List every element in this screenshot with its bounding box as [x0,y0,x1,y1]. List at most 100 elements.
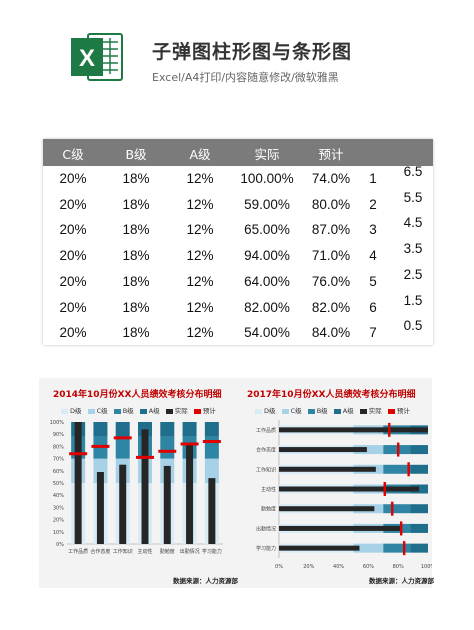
table-cell-b: 18% [122,248,150,264]
table-cell-y: 2.5 [403,266,423,282]
legend-c: C级 [290,407,302,415]
col-header-b: B级 [125,147,147,162]
y-tick-label: 0% [56,542,64,548]
table-cell-idx: 4 [369,248,377,264]
page-subtitle: Excel/A4打印/内容随意修改/微软雅黑 [152,71,339,84]
legend-swatch-actual [165,408,173,414]
col-header-plan: 预计 [318,147,344,162]
legend-swatch-c [281,408,289,414]
table-cell-idx: 2 [369,196,377,212]
band-A级 [410,504,428,514]
band-A级 [410,543,428,553]
table-cell-y: 5.5 [403,189,423,205]
plan-marker [69,452,88,456]
table-cell-b: 18% [122,222,150,238]
table-cell-actual: 64.00% [244,273,290,289]
band-A级 [410,523,428,533]
plan-marker [91,444,110,448]
band-C级 [353,543,384,553]
table-cell-a: 12% [186,171,214,186]
data-table: C级 B级 A级 实际 预计 20% 18% 12% 100.00% 74.0% 1 6.5… [43,139,433,345]
legend-swatch-b [113,408,121,414]
table-cell-idx: 3 [369,222,377,238]
legend-b: B级 [122,407,134,415]
table-cell-c: 20% [59,248,87,264]
legend-d: D级 [264,407,276,415]
plan-marker [391,501,394,516]
band-A级 [410,445,428,455]
y-tick-label: 合作态度 [256,447,276,454]
actual-bar [74,422,82,544]
table-cell-actual: 100.00% [240,171,294,186]
y-tick-label: 20% [53,518,64,524]
left-bullet-column-chart: 0% 10% 20% 30% 40% 50% 60% 70% 80% 90% 100% 工作品质 合作态… [50,420,223,555]
table-cell-b: 18% [122,325,150,341]
legend-swatch-d [255,408,262,414]
x-tick-label: 勤勉度 [160,548,175,555]
band-B级 [115,436,130,459]
legend-d: D级 [70,407,82,415]
legend-a: A级 [342,407,354,415]
col-header-c: C级 [62,147,84,162]
table-cell-actual: 54.00% [244,325,290,341]
table-cell-b: 18% [122,299,150,315]
table-cell-y: 0.5 [403,318,423,334]
table-cell-idx: 7 [369,325,377,341]
x-tick-label: 工作知识 [113,548,133,555]
table-cell-actual: 94.00% [244,248,290,264]
band-B级 [160,436,175,459]
right-bullet-bar-chart: 0% 20% 40% 60% 80% 100% 工作品质合作态度工作知识主动性勤勉度出勤情况… [256,420,432,570]
y-tick-label: 100% [50,420,65,426]
table-cell-idx: 6 [369,299,377,315]
plan-marker [383,482,386,496]
table-cell-plan: 87.0% [311,222,351,238]
x-tick-label: 工作品质 [68,548,88,555]
y-tick-label: 70% [53,457,64,463]
x-tick-label: 主动性 [137,548,152,555]
plan-marker [407,462,410,477]
y-tick-label: 80% [53,444,64,450]
legend-swatch-plan [387,408,395,414]
y-tick-label: 主动性 [261,486,276,493]
table-header: C级 B级 A级 实际 预计 [43,139,433,166]
x-tick-label: 100% [421,564,432,570]
band-A级 [204,422,219,437]
legend-plan: 预计 [202,407,216,415]
band-B级 [204,436,219,459]
charts-panel: 2014年10月份XX人员绩效考核分布明细 D级 C级 B级 A级 实际 预计 … [39,378,434,588]
actual-bar [279,466,376,472]
right-chart-source: 数据来源：人力资源部 [369,577,434,585]
table-cell-a: 12% [186,248,214,264]
band-A级 [160,422,175,437]
actual-bar [279,427,428,433]
legend-swatch-plan [193,408,201,414]
band-B级 [383,445,411,455]
table-cell-actual: 59.00% [244,196,290,212]
table-cell-plan: 82.0% [311,299,351,315]
table-cell-c: 20% [59,196,87,212]
plan-marker [388,422,391,437]
table-cell-actual: 65.00% [244,222,290,238]
y-tick-label: 60% [53,469,64,475]
left-chart-legend: D级 C级 B级 A级 实际 预计 [57,405,216,415]
col-header-a: A级 [189,147,211,162]
logo-letter: X [79,45,95,72]
actual-bar [279,545,360,551]
table-cell-c: 20% [59,273,87,289]
band-A级 [410,464,428,474]
table-cell-b: 18% [122,273,150,289]
x-tick-label: 80% [393,564,404,570]
plan-marker [158,449,177,453]
table-cell-idx: 1 [369,171,377,186]
legend-actual: 实际 [174,407,188,415]
band-C级 [204,458,219,483]
actual-bar [141,429,149,544]
plan-marker [402,541,406,556]
table-cell-b: 18% [122,196,150,212]
actual-bar [208,478,216,544]
y-tick-label: 40% [53,493,64,499]
table-cell-a: 12% [186,325,214,341]
table-cell-y: 3.5 [403,241,423,257]
x-tick-label: 60% [363,564,374,570]
legend-a: A级 [148,407,160,415]
